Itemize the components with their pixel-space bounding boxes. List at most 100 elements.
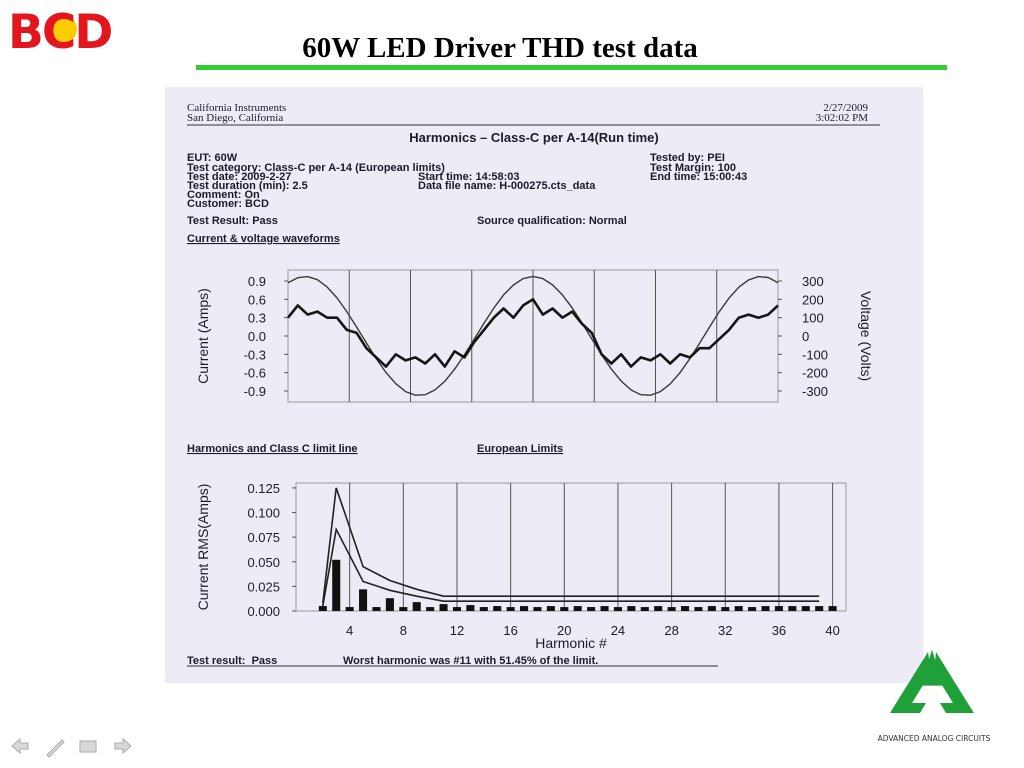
bar	[788, 606, 797, 611]
x-tick-label: 36	[772, 623, 786, 638]
field: End time: 15:00:43	[650, 171, 747, 183]
y-tick-label: 0.025	[247, 579, 280, 594]
bar	[546, 606, 555, 611]
title-rule	[196, 65, 947, 70]
bar	[721, 607, 730, 611]
logo-text: BCD	[8, 5, 111, 60]
x-tick-label: 16	[503, 623, 517, 638]
bar	[694, 607, 703, 611]
source-qualification: Source qualification: Normal	[477, 215, 627, 227]
bar	[533, 607, 542, 611]
field: EUT: 60W	[187, 152, 238, 164]
y2-axis-label: Voltage (Volts)	[858, 291, 874, 381]
bar	[707, 606, 716, 611]
bar	[493, 606, 502, 611]
x-tick-label: 24	[611, 623, 625, 638]
nav-next[interactable]	[114, 737, 132, 755]
x-tick-label: 4	[346, 623, 353, 638]
y-tick-label: 0.125	[247, 481, 280, 496]
nav-pen[interactable]	[46, 739, 65, 758]
bar	[479, 607, 488, 611]
y2-tick-label: 200	[802, 292, 824, 307]
x-tick-label: 40	[825, 623, 839, 638]
bar	[359, 589, 368, 611]
field: Start time: 14:58:03	[418, 171, 520, 183]
section-heading: Harmonics and Class C limit line	[187, 443, 358, 455]
nav-prev[interactable]	[11, 737, 29, 755]
field: Test Margin: 100	[650, 162, 736, 174]
bar	[801, 606, 810, 611]
slide-title: 60W LED Driver THD test data	[302, 32, 698, 64]
section-heading: Current & voltage waveforms	[187, 233, 340, 245]
y-tick-label: 0.000	[247, 604, 280, 619]
y-tick-label: 0.3	[248, 311, 266, 326]
bar	[828, 606, 837, 611]
bar	[560, 607, 569, 611]
bar	[332, 559, 341, 611]
report-title: Harmonics – Class-C per A-14(Run time)	[409, 130, 658, 145]
company: California Instruments	[187, 102, 286, 114]
bar	[774, 606, 783, 611]
bcd-logo: BCD	[8, 5, 113, 60]
x-tick-label: 12	[450, 623, 464, 638]
test-result: Test Result: Pass	[187, 215, 278, 227]
bar	[681, 606, 690, 611]
y-tick-label: 0.100	[247, 506, 280, 521]
bar	[613, 607, 622, 611]
limit-line	[322, 526, 820, 607]
y2-tick-label: 300	[802, 274, 824, 289]
nav-menu[interactable]	[79, 740, 97, 753]
bar	[627, 606, 636, 611]
logo-shape	[921, 649, 943, 686]
footer-worst: Worst harmonic was #11 with 51.45% of th…	[343, 655, 598, 667]
aac-logo	[890, 649, 974, 713]
y-tick-label: 0.075	[247, 530, 280, 545]
bar	[587, 607, 596, 611]
bar	[412, 602, 421, 611]
plot-frame	[295, 482, 847, 612]
report-time: 3:02:02 PM	[816, 112, 868, 124]
y-axis-label: Current (Amps)	[195, 288, 211, 384]
field: Test duration (min): 2.5	[187, 180, 308, 192]
field: Test category: Class-C per A-14 (Europea…	[187, 162, 445, 174]
y-tick-label: -0.3	[244, 347, 266, 362]
field: Comment: On	[187, 189, 260, 201]
bar	[385, 598, 394, 611]
y2-tick-label: 0	[802, 329, 809, 344]
bar	[667, 607, 676, 611]
y-tick-label: 0.6	[248, 292, 266, 307]
field: Test date: 2009-2-27	[187, 171, 291, 183]
report-date: 2/27/2009	[823, 102, 868, 114]
x-tick-label: 28	[664, 623, 678, 638]
field: Tested by: PEI	[650, 152, 725, 164]
logo-shape	[890, 652, 931, 713]
limit-line	[322, 487, 820, 604]
y2-tick-label: -200	[802, 366, 828, 381]
bar	[520, 606, 529, 611]
y2-tick-label: -100	[802, 347, 828, 362]
harmonics-chart: 4 8 12 16 20 24 28 32 36 40 0.125 0.100 0.075 0.050 0.…	[195, 481, 847, 651]
bar	[815, 606, 824, 611]
bar	[318, 606, 327, 611]
y-axis-label: Current RMS(Amps)	[195, 484, 211, 611]
footer-result: Test result: Pass	[187, 655, 277, 667]
section-heading: European Limits	[477, 443, 563, 455]
series-line	[287, 275, 779, 396]
field: Customer: BCD	[187, 198, 269, 210]
bar	[748, 607, 757, 611]
report-sheet	[165, 87, 923, 683]
bar	[654, 606, 663, 611]
bar	[600, 606, 609, 611]
bar	[439, 604, 448, 611]
bar	[452, 607, 461, 611]
waveform-chart: 0.9 0.6 0.3 0.0 -0.3 -0.6 -0.9 300 200 100 0 -100 -2…	[195, 269, 874, 403]
y-tick-label: -0.9	[244, 384, 266, 399]
bar	[426, 607, 435, 611]
bar	[734, 606, 743, 611]
logo-dot	[49, 15, 77, 43]
bar	[372, 607, 381, 611]
y-tick-label: 0.9	[248, 274, 266, 289]
y-tick-label: 0.0	[248, 329, 266, 344]
